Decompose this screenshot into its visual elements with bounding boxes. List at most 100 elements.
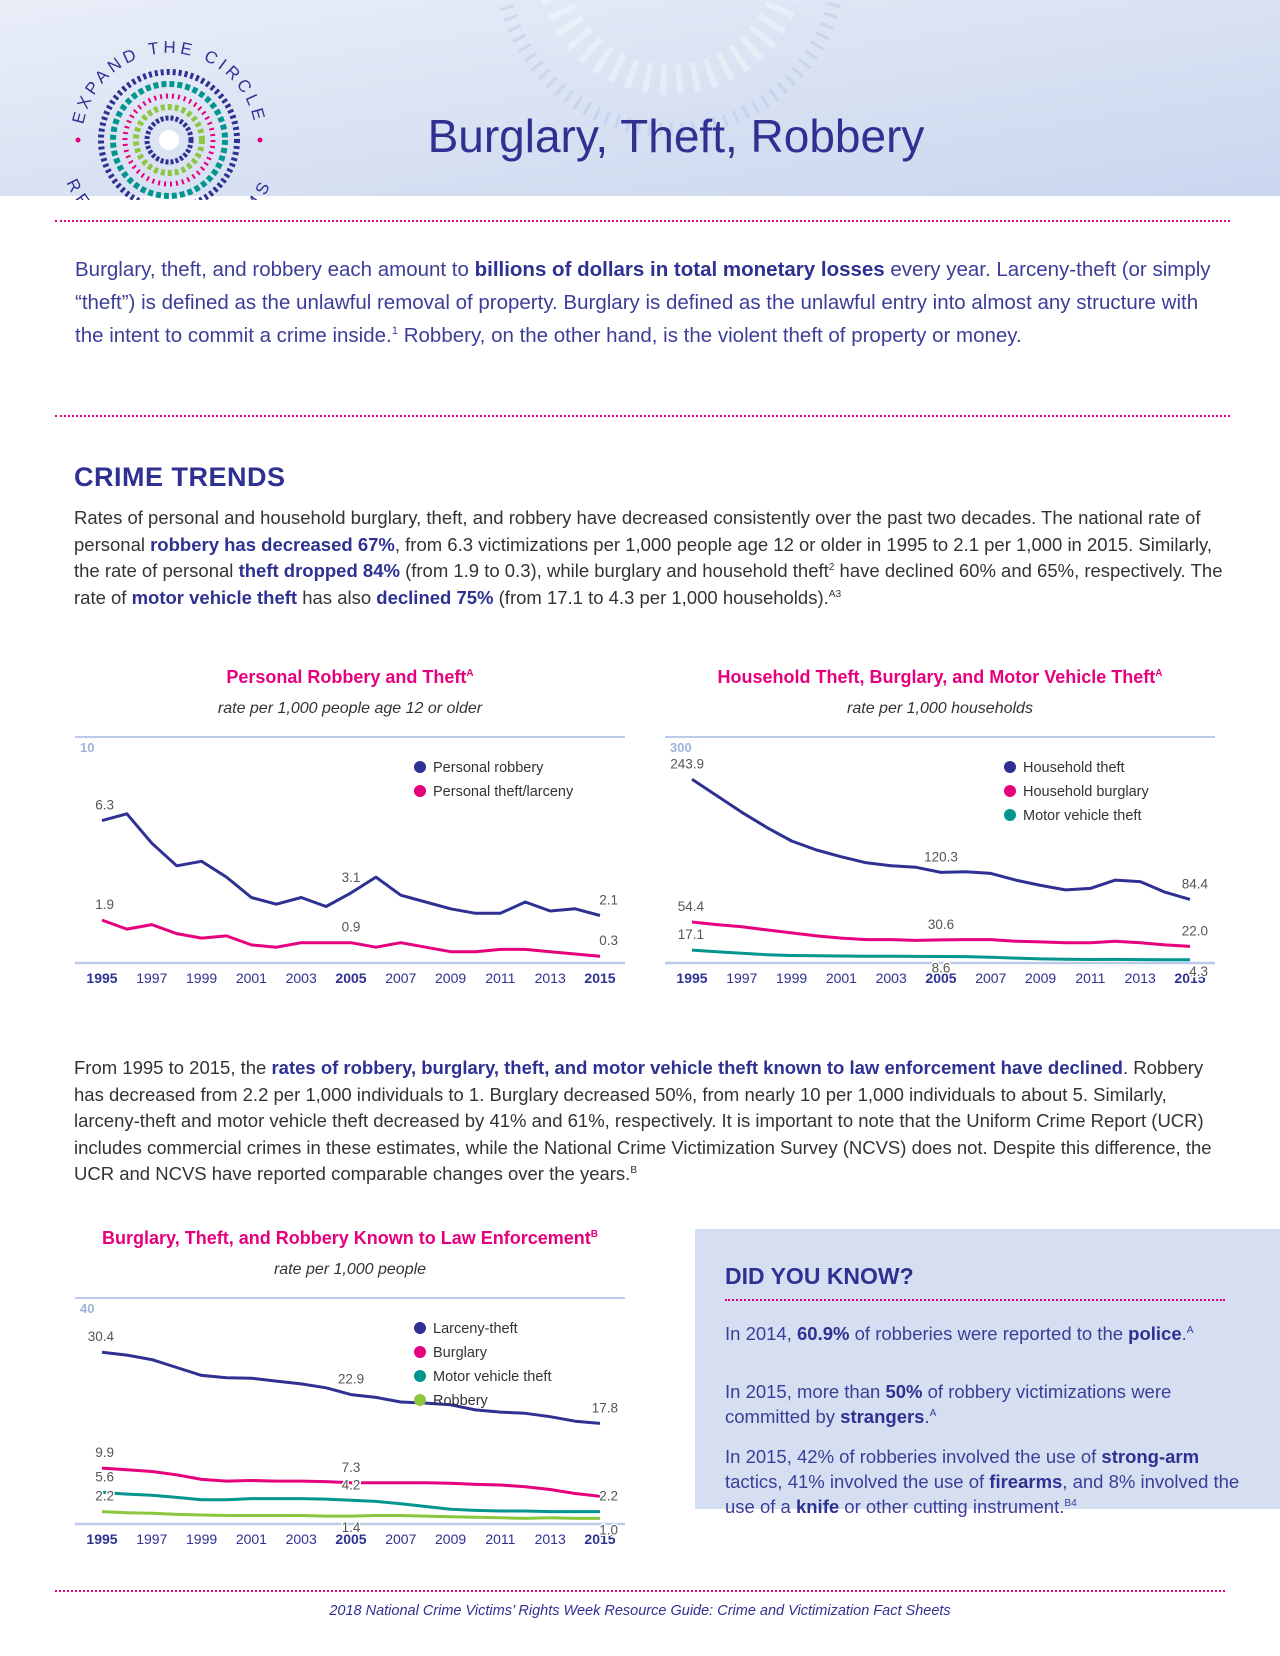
footnote-mark: B4	[1064, 1497, 1077, 1509]
chart-title: Household Theft, Burglary, and Motor Veh…	[718, 667, 1163, 687]
chart: Burglary, Theft, and Robbery Known to La…	[75, 1228, 625, 1547]
data-line	[101, 1490, 600, 1514]
x-tick-label: 1999	[186, 970, 217, 986]
emphasis: theft dropped 84%	[238, 560, 400, 581]
header-bg	[0, 0, 1280, 196]
text-run: From 1995 to 2015, the	[74, 1057, 272, 1078]
x-tick-label: 2011	[485, 970, 515, 986]
x-tick-label: 2003	[286, 970, 317, 986]
x-tick-label: 2005	[335, 1531, 366, 1547]
emphasis: robbery has decreased 67%	[150, 533, 395, 555]
legend-swatch	[414, 1322, 426, 1334]
y-tick-label: 40	[80, 1301, 94, 1316]
footnote-mark: A3	[828, 588, 842, 600]
text-run: .	[924, 1406, 930, 1427]
data-label: 6.3	[95, 798, 114, 813]
emphasis: knife	[795, 1496, 840, 1517]
y-tick-label: 300	[670, 740, 692, 755]
divider	[725, 1299, 1225, 1301]
divider	[55, 1590, 1225, 1592]
data-label: 22.0	[1182, 923, 1208, 938]
legend-label: Personal robbery	[433, 760, 544, 776]
x-tick-label: 2013	[1125, 970, 1156, 986]
enforcement-paragraph: From 1995 to 2015, the rates of robbery,…	[74, 1055, 1224, 1188]
divider	[55, 415, 1230, 417]
data-label: 54.4	[678, 899, 705, 914]
emphasis: rates of robbery, burglary, theft, and m…	[271, 1057, 1123, 1078]
text-run: .	[1181, 1323, 1187, 1344]
legend-swatch	[1004, 761, 1016, 773]
x-tick-label: 2009	[435, 970, 466, 986]
emphasis: 60.9%	[797, 1323, 850, 1344]
chart-subtitle: rate per 1,000 households	[847, 700, 1033, 717]
x-tick-label: 1997	[136, 1531, 167, 1547]
text-run: Burglary, theft, and robbery each amount…	[75, 258, 475, 281]
chart-title-text: Burglary, Theft, and Robbery Known to La…	[102, 1228, 591, 1248]
emphasis: firearms	[989, 1471, 1063, 1492]
data-label: 17.1	[678, 927, 704, 942]
legend-swatch	[414, 785, 426, 797]
x-tick-label: 2011	[1075, 970, 1105, 986]
x-tick-label: 1999	[776, 970, 807, 986]
x-tick-label: 2015	[1174, 970, 1205, 986]
footnote-mark: B	[630, 1164, 638, 1176]
data-label: 1.9	[95, 897, 114, 912]
data-label: 22.9	[338, 1372, 364, 1387]
legend-label: Burglary	[433, 1345, 488, 1361]
text-run: of robbery victimizations were committed…	[725, 1381, 1172, 1427]
footnote-mark: A	[1186, 1324, 1194, 1336]
header-band: EXPAND THE CIRCLE REACH ALL VICTIMS Burg…	[0, 0, 1280, 200]
data-label: 120.3	[924, 849, 958, 864]
did-you-know-box: DID YOU KNOW? In 2014, 60.9% of robberie…	[695, 1229, 1280, 1517]
legend-swatch	[414, 1394, 426, 1406]
x-tick-label: 2007	[385, 1531, 416, 1547]
legend-swatch	[1004, 785, 1016, 797]
chart-subtitle: rate per 1,000 people	[274, 1261, 426, 1278]
data-label: 0.9	[342, 920, 361, 935]
data-label: 3.1	[342, 870, 361, 885]
text-run: In 2014,	[725, 1323, 798, 1344]
text-run: or other cutting instrument.	[839, 1496, 1065, 1517]
emphasis: declined 75%	[376, 586, 494, 608]
text-run: Rates of personal and household burglary…	[74, 507, 1201, 555]
emphasis: 50%	[885, 1381, 923, 1402]
x-tick-label: 2011	[485, 1531, 515, 1547]
data-label: 0.3	[599, 933, 618, 948]
emphasis: billions of dollars in total monetary lo…	[474, 258, 885, 281]
fact-item: In 2015, 42% of robberies involved the u…	[725, 1444, 1245, 1519]
data-label: 30.6	[928, 917, 954, 932]
box-heading: DID YOU KNOW?	[725, 1263, 914, 1289]
divider	[55, 220, 1230, 222]
emphasis: police	[1128, 1323, 1182, 1344]
legend-swatch	[414, 1370, 426, 1382]
data-line	[691, 920, 1191, 948]
legend-label: Robbery	[433, 1393, 489, 1409]
data-line	[101, 1510, 600, 1520]
data-label: 2.2	[95, 1489, 114, 1504]
x-tick-label: 2013	[535, 1531, 566, 1547]
text-run: has also	[297, 586, 377, 608]
chart: Household Theft, Burglary, and Motor Veh…	[665, 667, 1215, 986]
data-line	[101, 1466, 601, 1498]
legend-label: Personal theft/larceny	[433, 784, 574, 800]
x-tick-label: 2015	[584, 1531, 615, 1547]
chart-title-text: Personal Robbery and Theft	[226, 667, 466, 687]
data-label: 17.8	[592, 1400, 618, 1415]
data-line	[691, 948, 1191, 962]
data-label: 30.4	[88, 1329, 115, 1344]
text-run: In 2015, 42% of robberies involved the u…	[725, 1446, 1102, 1467]
text-run: of robberies were reported to the	[849, 1323, 1129, 1344]
data-label: 1.0	[599, 1522, 618, 1537]
text-run: In 2015, more than	[725, 1381, 886, 1402]
legend-label: Household burglary	[1023, 784, 1149, 800]
legend-label: Larceny-theft	[433, 1321, 518, 1337]
legend-label: Motor vehicle theft	[433, 1369, 551, 1385]
data-label: 243.9	[670, 756, 704, 771]
data-label: 2.1	[599, 893, 618, 908]
text-run: every year. Larceny-theft (or simply “th…	[75, 258, 1211, 347]
section-heading: CRIME TRENDS	[74, 462, 286, 492]
x-tick-label: 1995	[676, 970, 707, 986]
data-line	[691, 778, 1191, 901]
footnote-mark: A	[929, 1407, 937, 1419]
